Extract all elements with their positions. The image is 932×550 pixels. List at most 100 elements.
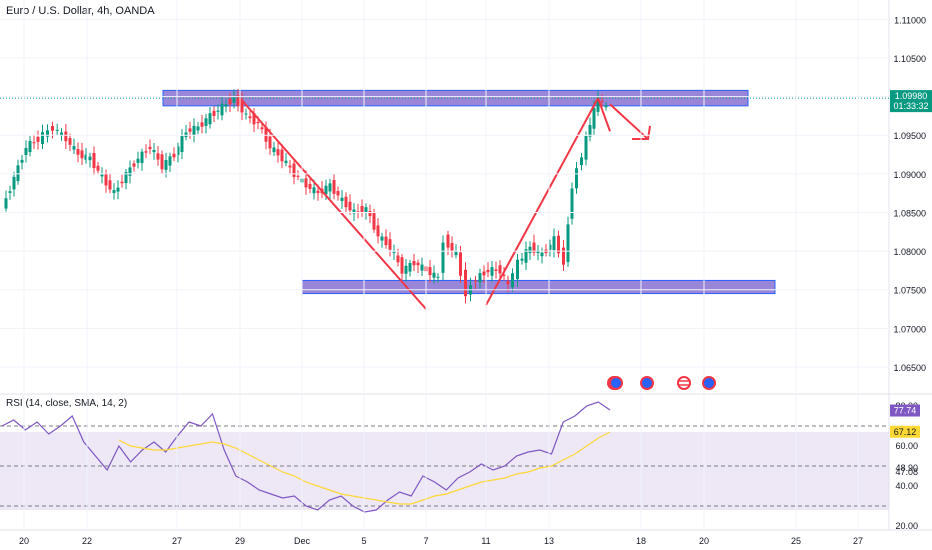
time-tick-label: 29: [235, 536, 245, 546]
candle-body: [552, 236, 556, 251]
candle-body: [506, 280, 510, 285]
candle-body: [441, 242, 445, 273]
candle-body: [232, 97, 236, 103]
price-tick-label: 1.08000: [893, 247, 926, 257]
candle-body: [384, 236, 388, 246]
time-tick-label: 27: [853, 536, 863, 546]
eu-flag-event-icon-4[interactable]: [702, 376, 716, 390]
candle-body: [312, 187, 316, 194]
time-tick-label: 11: [481, 536, 490, 546]
candle-body: [416, 262, 420, 266]
candle-body: [502, 274, 506, 276]
current-price-badge: [890, 90, 932, 113]
candle-body: [316, 190, 320, 194]
candle-body: [380, 236, 384, 241]
rsi-band: [0, 432, 889, 510]
candle-body: [36, 136, 40, 142]
candle-body: [344, 196, 348, 208]
eu-flag-event-icon-3[interactable]: [640, 376, 654, 390]
rsi-value-badge: [890, 404, 920, 417]
candle-body: [570, 188, 574, 219]
time-tick-label: 20: [19, 536, 29, 546]
candle-body: [136, 158, 140, 163]
trend-line: [239, 97, 427, 310]
current-price-label: 1.09980: [895, 91, 928, 101]
candle-body: [368, 211, 372, 217]
candle-body: [478, 273, 482, 283]
rsi-tick-label: 60.00: [895, 441, 918, 451]
candle-body: [600, 101, 604, 103]
candle-body: [580, 157, 583, 166]
price-tick-label: 1.07000: [893, 324, 926, 334]
candle-body: [236, 95, 240, 106]
candle-body: [220, 103, 224, 116]
candle-body: [160, 154, 164, 170]
candle-body: [498, 265, 502, 274]
candle-body: [55, 129, 59, 131]
time-tick-label: 13: [544, 536, 554, 546]
rsi-extra-label: 48.90: [895, 463, 918, 473]
candle-body: [308, 183, 312, 189]
candle-body: [276, 149, 280, 156]
candle-body: [180, 135, 184, 153]
candle-body: [450, 243, 454, 251]
rsi-tick-label: 20.00: [895, 521, 918, 531]
candle-body: [432, 272, 436, 278]
candle-body: [482, 271, 486, 276]
candle-body: [240, 99, 244, 113]
price-tick-label: 1.09000: [893, 170, 926, 180]
candle-body: [148, 146, 152, 150]
rsi-value-label: 77.74: [894, 406, 917, 416]
candle-body: [516, 259, 519, 280]
candle-body: [144, 151, 148, 153]
candle-body: [112, 190, 116, 194]
candle-body: [204, 118, 208, 127]
candle-body: [188, 128, 192, 132]
candle-body: [256, 121, 260, 124]
candle-body: [28, 141, 32, 153]
candle-body: [454, 251, 458, 256]
candle-body: [436, 276, 440, 278]
candle-body: [420, 264, 424, 271]
candle-body: [60, 132, 63, 136]
eu-flag-event-icon-2[interactable]: [609, 376, 623, 390]
candle-body: [280, 149, 284, 162]
candle-body: [164, 159, 168, 170]
candle-body: [584, 135, 588, 160]
price-tick-label: 1.11000: [894, 15, 926, 25]
candle-body: [328, 183, 332, 192]
candle-body: [490, 267, 494, 276]
candle-body: [100, 174, 104, 177]
candle-body: [446, 234, 450, 248]
candle-body: [244, 113, 248, 115]
candle-body: [360, 206, 364, 213]
candle-body: [168, 156, 172, 166]
candle-body: [412, 260, 416, 266]
us-flag-event-icon[interactable]: [677, 376, 691, 390]
candle-body: [8, 191, 12, 193]
candle-body: [566, 224, 570, 263]
candle-countdown-label: 01:33:32: [893, 101, 928, 111]
rsi-tick-label: 40.00: [895, 481, 918, 491]
candle-body: [196, 126, 200, 131]
candle-body: [51, 126, 54, 131]
price-tick-label: 1.06500: [893, 363, 926, 373]
candle-body: [536, 250, 540, 254]
candle-body: [140, 151, 144, 164]
candle-body: [16, 165, 20, 182]
candle-body: [284, 160, 288, 164]
candle-body: [304, 178, 308, 188]
candle-body: [76, 148, 80, 155]
time-tick-label: 7: [423, 536, 428, 546]
candle-body: [428, 267, 432, 275]
candle-body: [340, 197, 344, 201]
price-tick-label: 1.07500: [893, 286, 926, 296]
candle-body: [332, 180, 336, 194]
price-tick-label: 1.10500: [893, 54, 926, 64]
candle-body: [260, 127, 264, 130]
candle-body: [80, 150, 84, 159]
candle-body: [68, 138, 72, 145]
time-tick-label: 18: [636, 536, 646, 546]
rsi-extra-label: 47.08: [895, 467, 918, 477]
